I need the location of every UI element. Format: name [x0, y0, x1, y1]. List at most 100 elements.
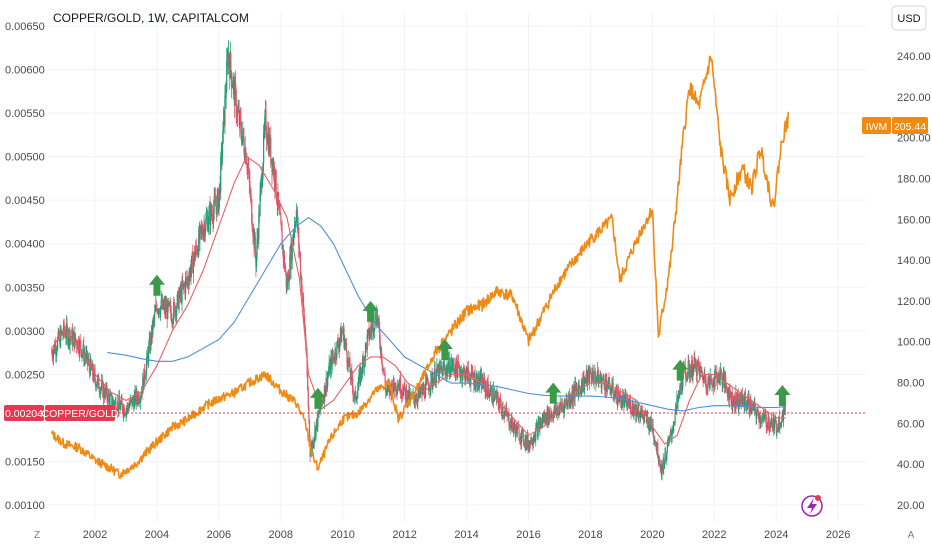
- copper-gold-candle: [745, 405, 748, 407]
- copper-gold-candle: [74, 333, 77, 341]
- copper-gold-candle: [767, 418, 770, 427]
- copper-gold-candle: [352, 385, 354, 396]
- copper-gold-candle: [83, 354, 85, 361]
- copper-gold-candle: [489, 388, 492, 395]
- copper-gold-candle: [771, 418, 773, 424]
- copper-gold-candle: [337, 340, 339, 346]
- copper-gold-candle: [220, 156, 222, 192]
- copper-gold-candle: [598, 377, 600, 385]
- copper-gold-candle: [329, 361, 331, 374]
- copper-gold-candle: [555, 410, 558, 413]
- copper-gold-candle: [450, 365, 452, 375]
- copper-gold-candle: [425, 379, 427, 383]
- copper-gold-candle: [101, 381, 103, 388]
- copper-gold-candle: [352, 395, 355, 396]
- copper-gold-candle: [333, 359, 336, 361]
- copper-gold-candle: [65, 337, 67, 338]
- x-axis-tick-label: 2024: [764, 529, 788, 541]
- copper-gold-candle: [205, 217, 208, 219]
- copper-gold-candle: [497, 392, 499, 396]
- copper-gold-candle: [427, 379, 429, 385]
- copper-gold-candle: [596, 377, 598, 380]
- copper-gold-candle: [659, 460, 661, 466]
- copper-gold-candle: [663, 463, 665, 469]
- copper-gold-candle: [619, 392, 621, 403]
- copper-gold-candle: [478, 373, 480, 386]
- copper-gold-candle: [56, 338, 59, 350]
- copper-gold-candle: [349, 359, 351, 374]
- copper-gold-candle: [617, 391, 620, 400]
- copper-gold-candle: [508, 426, 511, 428]
- copper-gold-candle: [601, 378, 604, 381]
- copper-gold-candle: [535, 425, 537, 429]
- copper-gold-candle: [160, 306, 162, 316]
- timezone-corner-label[interactable]: Z: [34, 530, 40, 541]
- copper-gold-candle: [188, 276, 190, 286]
- copper-gold-candle: [331, 353, 333, 370]
- auto-scale-button[interactable]: A: [908, 530, 915, 541]
- copper-gold-candle: [125, 410, 127, 416]
- right-axis-tick-label: 100.00: [897, 337, 931, 349]
- copper-gold-candle: [578, 386, 580, 397]
- iwm-series[interactable]: [50, 55, 789, 480]
- copper-gold-candle: [319, 409, 321, 412]
- copper-gold-candle: [196, 248, 198, 255]
- copper-gold-candle: [482, 377, 484, 386]
- copper-gold-candle: [360, 368, 362, 383]
- copper-gold-candle: [295, 222, 297, 225]
- copper-gold-candle: [260, 183, 262, 194]
- copper-gold-candle: [285, 270, 287, 272]
- copper-gold-candle: [291, 239, 293, 260]
- copper-gold-candle: [511, 417, 514, 426]
- copper-gold-candle: [360, 368, 362, 374]
- copper-gold-candle: [109, 395, 111, 406]
- x-axis-tick-label: 2018: [578, 529, 602, 541]
- copper-gold-candle: [210, 205, 212, 226]
- copper-gold-candle: [579, 386, 581, 390]
- copper-gold-candle: [674, 413, 676, 424]
- copper-gold-candle: [502, 407, 504, 416]
- copper-gold-candle: [608, 379, 611, 388]
- copper-gold-candle: [610, 390, 612, 392]
- copper-gold-candle: [761, 417, 763, 423]
- copper-gold-candle: [622, 395, 624, 406]
- copper-gold-candle: [397, 387, 399, 393]
- copper-gold-candle: [225, 91, 227, 99]
- copper-gold-candle: [115, 412, 118, 413]
- copper-gold-candle: [270, 137, 272, 163]
- copper-gold-candle: [83, 344, 85, 361]
- currency-button[interactable]: USD: [891, 5, 927, 31]
- copper-gold-candle: [75, 340, 77, 342]
- copper-gold-series[interactable]: [51, 39, 786, 481]
- copper-gold-candle: [295, 210, 297, 223]
- copper-gold-candle: [76, 341, 78, 347]
- copper-gold-candle: [236, 109, 239, 117]
- copper-gold-candle: [301, 277, 303, 294]
- copper-gold-candle: [759, 415, 761, 423]
- copper-gold-candle: [143, 368, 146, 380]
- copper-gold-candle: [313, 438, 315, 443]
- copper-gold-candle: [444, 367, 446, 373]
- copper-gold-candle: [616, 386, 618, 404]
- copper-gold-candle: [626, 404, 628, 407]
- copper-gold-candle: [154, 312, 156, 320]
- copper-gold-candle: [455, 359, 458, 369]
- copper-gold-candle: [672, 424, 674, 431]
- copper-gold-candle: [545, 413, 547, 423]
- right-axis-tick-label: 20.00: [897, 500, 925, 512]
- copper-gold-candle: [625, 395, 627, 407]
- copper-gold-candle: [208, 211, 210, 225]
- left-axis-tick-label: 0.00350: [5, 282, 45, 294]
- currency-label[interactable]: USD: [897, 13, 920, 25]
- copper-gold-candle: [345, 342, 347, 352]
- copper-gold-candle: [264, 116, 266, 131]
- copper-gold-candle: [517, 426, 520, 429]
- copper-gold-candle: [178, 296, 180, 310]
- copper-gold-candle: [355, 391, 357, 401]
- copper-gold-candle: [351, 370, 353, 376]
- lightning-icon[interactable]: [801, 495, 823, 517]
- copper-gold-candle: [695, 359, 697, 373]
- copper-gold-candle: [127, 404, 129, 408]
